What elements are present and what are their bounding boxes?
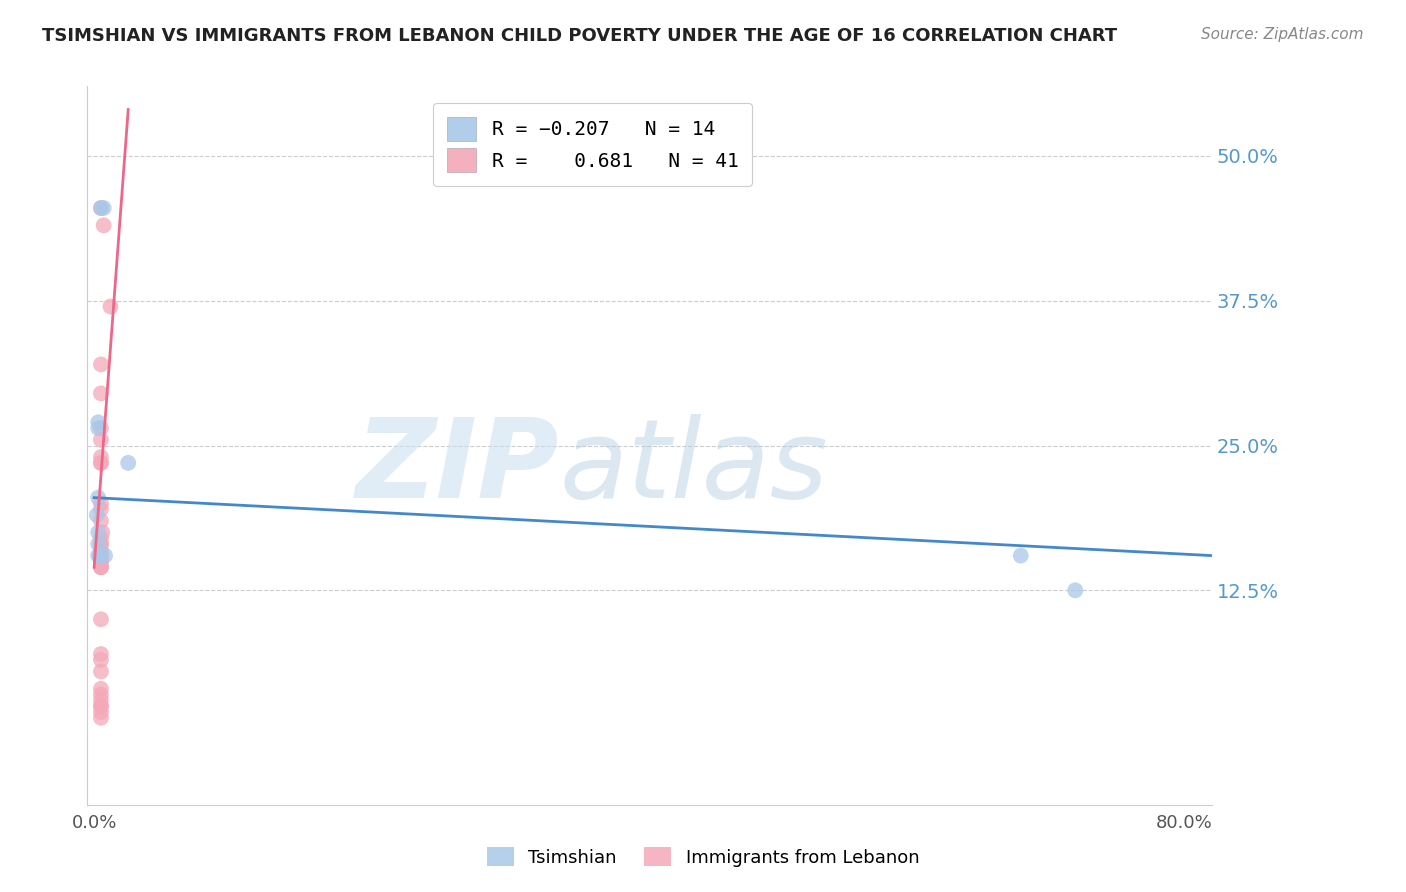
Point: [90, 560, 112, 574]
Point: [90, 647, 112, 661]
Point: [117, 456, 139, 470]
Point: [90, 549, 112, 563]
Point: [90, 201, 112, 215]
Point: [87, 421, 110, 435]
Point: [90, 549, 112, 563]
Point: [90, 554, 112, 568]
Point: [90, 549, 112, 563]
Point: [94, 549, 117, 563]
Point: [90, 554, 112, 568]
Point: [89, 549, 111, 563]
Point: [90, 386, 112, 401]
Text: atlas: atlas: [560, 414, 828, 521]
Text: Source: ZipAtlas.com: Source: ZipAtlas.com: [1201, 27, 1364, 42]
Point: [90, 549, 112, 563]
Point: [87, 537, 110, 551]
Point: [93, 219, 115, 233]
Point: [90, 549, 112, 563]
Point: [90, 699, 112, 714]
Point: [90, 358, 112, 372]
Point: [87, 525, 110, 540]
Point: [90, 542, 112, 557]
Point: [90, 665, 112, 679]
Point: [90, 496, 112, 510]
Text: TSIMSHIAN VS IMMIGRANTS FROM LEBANON CHILD POVERTY UNDER THE AGE OF 16 CORRELATI: TSIMSHIAN VS IMMIGRANTS FROM LEBANON CHI…: [42, 27, 1118, 45]
Point: [90, 693, 112, 707]
Point: [90, 456, 112, 470]
Point: [87, 491, 110, 505]
Point: [87, 549, 110, 563]
Point: [90, 514, 112, 528]
Point: [90, 537, 112, 551]
Point: [90, 705, 112, 719]
Point: [90, 711, 112, 725]
Point: [90, 560, 112, 574]
Point: [1010, 549, 1032, 563]
Point: [87, 415, 110, 429]
Point: [100, 300, 122, 314]
Point: [90, 450, 112, 464]
Point: [90, 699, 112, 714]
Text: ZIP: ZIP: [356, 414, 560, 521]
Point: [90, 456, 112, 470]
Point: [90, 433, 112, 447]
Point: [90, 549, 112, 563]
Point: [90, 653, 112, 667]
Point: [90, 612, 112, 626]
Point: [91, 525, 114, 540]
Point: [93, 201, 115, 215]
Point: [90, 531, 112, 545]
Legend: R = −0.207   N = 14, R =    0.681   N = 41: R = −0.207 N = 14, R = 0.681 N = 41: [433, 103, 752, 186]
Point: [90, 502, 112, 516]
Point: [86, 508, 108, 522]
Point: [90, 549, 112, 563]
Point: [90, 201, 112, 215]
Point: [90, 681, 112, 696]
Point: [90, 421, 112, 435]
Point: [90, 560, 112, 574]
Point: [90, 688, 112, 702]
Point: [1064, 583, 1087, 598]
Point: [90, 537, 112, 551]
Legend: Tsimshian, Immigrants from Lebanon: Tsimshian, Immigrants from Lebanon: [479, 840, 927, 874]
